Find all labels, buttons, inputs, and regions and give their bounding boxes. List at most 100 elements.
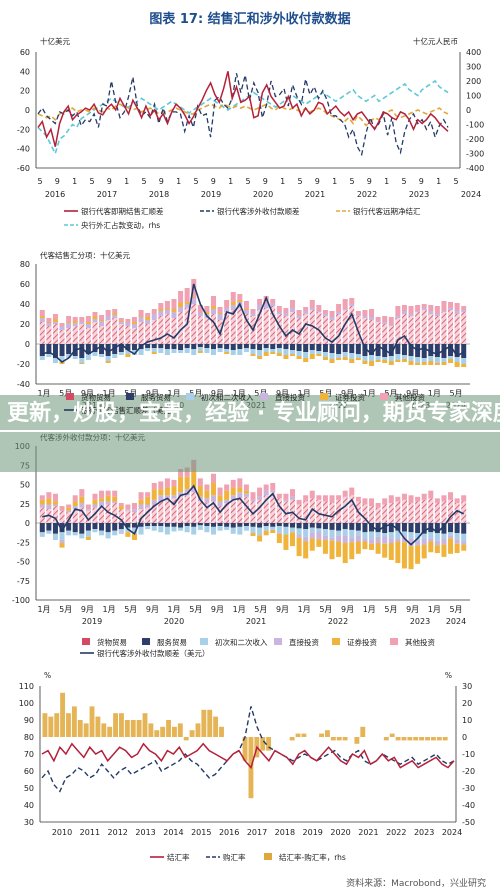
bar-portfolio	[263, 530, 269, 536]
bar-income	[276, 348, 282, 353]
bar-ratio-diff	[136, 720, 142, 737]
x-year-7: 2017	[247, 828, 267, 837]
bar-services	[263, 344, 269, 348]
legend-swatch-2	[200, 638, 208, 645]
bar-income	[283, 349, 289, 355]
bar-ratio-diff	[436, 737, 442, 741]
bar-income	[125, 350, 131, 354]
bar-income	[92, 529, 98, 533]
bar-services	[342, 344, 348, 352]
bar-portfolio	[204, 490, 210, 499]
bar-goods	[118, 324, 124, 344]
bar-fdi	[342, 309, 348, 310]
bar-goods	[46, 326, 52, 344]
bar-services	[164, 344, 170, 349]
bar-ratio-diff	[89, 706, 95, 737]
bar-services	[257, 344, 263, 350]
bar-portfolio	[388, 543, 394, 560]
bar-goods	[250, 501, 256, 523]
bar-other	[322, 310, 328, 314]
bar-fdi	[349, 304, 355, 306]
bar-portfolio	[270, 529, 276, 534]
x-year-9: 2019	[303, 828, 323, 837]
bar-services	[85, 344, 91, 354]
bar-portfolio	[408, 361, 414, 365]
bar-income	[145, 526, 151, 530]
bar-portfolio	[66, 507, 72, 511]
bar-other	[178, 469, 184, 477]
bar-ratio-diff	[54, 713, 60, 737]
bar-fdi	[309, 532, 315, 539]
bar-ratio-diff	[130, 720, 136, 737]
bar-portfolio	[290, 354, 296, 356]
bar-portfolio	[375, 543, 381, 554]
bar-fdi	[184, 489, 190, 496]
bar-goods	[322, 501, 328, 523]
bar-other	[204, 306, 210, 312]
bar-other	[197, 305, 203, 313]
bar-other	[105, 310, 111, 316]
bar-services	[382, 523, 388, 534]
bar-goods	[164, 499, 170, 523]
bar-goods	[112, 318, 118, 344]
bar-portfolio	[283, 534, 289, 550]
bar-goods	[230, 499, 236, 523]
bar-services	[191, 344, 197, 349]
bar-other	[441, 301, 447, 311]
bar-other	[434, 306, 440, 314]
y-tick-3: 0	[25, 106, 30, 115]
bar-ratio-diff	[83, 723, 89, 737]
bar-other	[131, 317, 137, 322]
bar-portfolio	[145, 317, 151, 320]
bar-portfolio	[85, 322, 91, 324]
bar-other	[322, 495, 328, 502]
y-axis-unit-left: %	[44, 671, 51, 680]
bar-income	[342, 352, 348, 357]
bar-goods	[257, 499, 263, 523]
legend-label-4: 证券投资	[347, 637, 377, 647]
bar-goods	[197, 499, 203, 523]
bar-other	[362, 310, 368, 316]
bar-goods	[99, 506, 105, 523]
bar-goods	[454, 502, 460, 523]
bar-goods	[131, 512, 137, 523]
bar-goods	[85, 328, 91, 344]
y-axis-unit-left: 十亿美元	[40, 36, 70, 46]
bar-fdi	[276, 532, 282, 534]
bar-portfolio	[369, 543, 375, 550]
bar-goods	[342, 310, 348, 344]
bar-other	[336, 495, 342, 500]
bar-services	[171, 523, 177, 527]
bar-other	[145, 492, 151, 497]
bar-income	[191, 349, 197, 355]
bar-goods	[151, 320, 157, 344]
y-tick-0: 60	[20, 48, 30, 57]
bar-other	[342, 490, 348, 497]
bar-services	[125, 344, 131, 350]
unit-label: 代客结售汇分项：十亿美元	[40, 250, 130, 260]
bar-goods	[52, 324, 58, 344]
bar-fdi	[131, 324, 137, 328]
bar-fdi	[434, 540, 440, 546]
bar-other	[448, 302, 454, 308]
bar-goods	[336, 314, 342, 344]
bar-fdi	[138, 317, 144, 322]
bar-goods	[441, 501, 447, 523]
bar-portfolio	[448, 359, 454, 363]
bar-services	[52, 344, 58, 358]
bar-income	[421, 533, 427, 539]
bar-other	[369, 309, 375, 317]
y-tick-6: -60	[17, 164, 30, 173]
bar-services	[204, 344, 210, 348]
bar-services	[290, 523, 296, 528]
bar-portfolio	[52, 501, 58, 505]
bar-income	[105, 532, 111, 539]
bar-income	[230, 527, 236, 534]
legend-swatch-0	[66, 393, 74, 400]
bar-other	[355, 496, 361, 502]
y-tick-3: 20	[20, 320, 30, 329]
bar-portfolio	[79, 363, 85, 364]
bar-fdi	[257, 496, 263, 500]
bar-goods	[448, 499, 454, 523]
bar-goods	[421, 310, 427, 344]
